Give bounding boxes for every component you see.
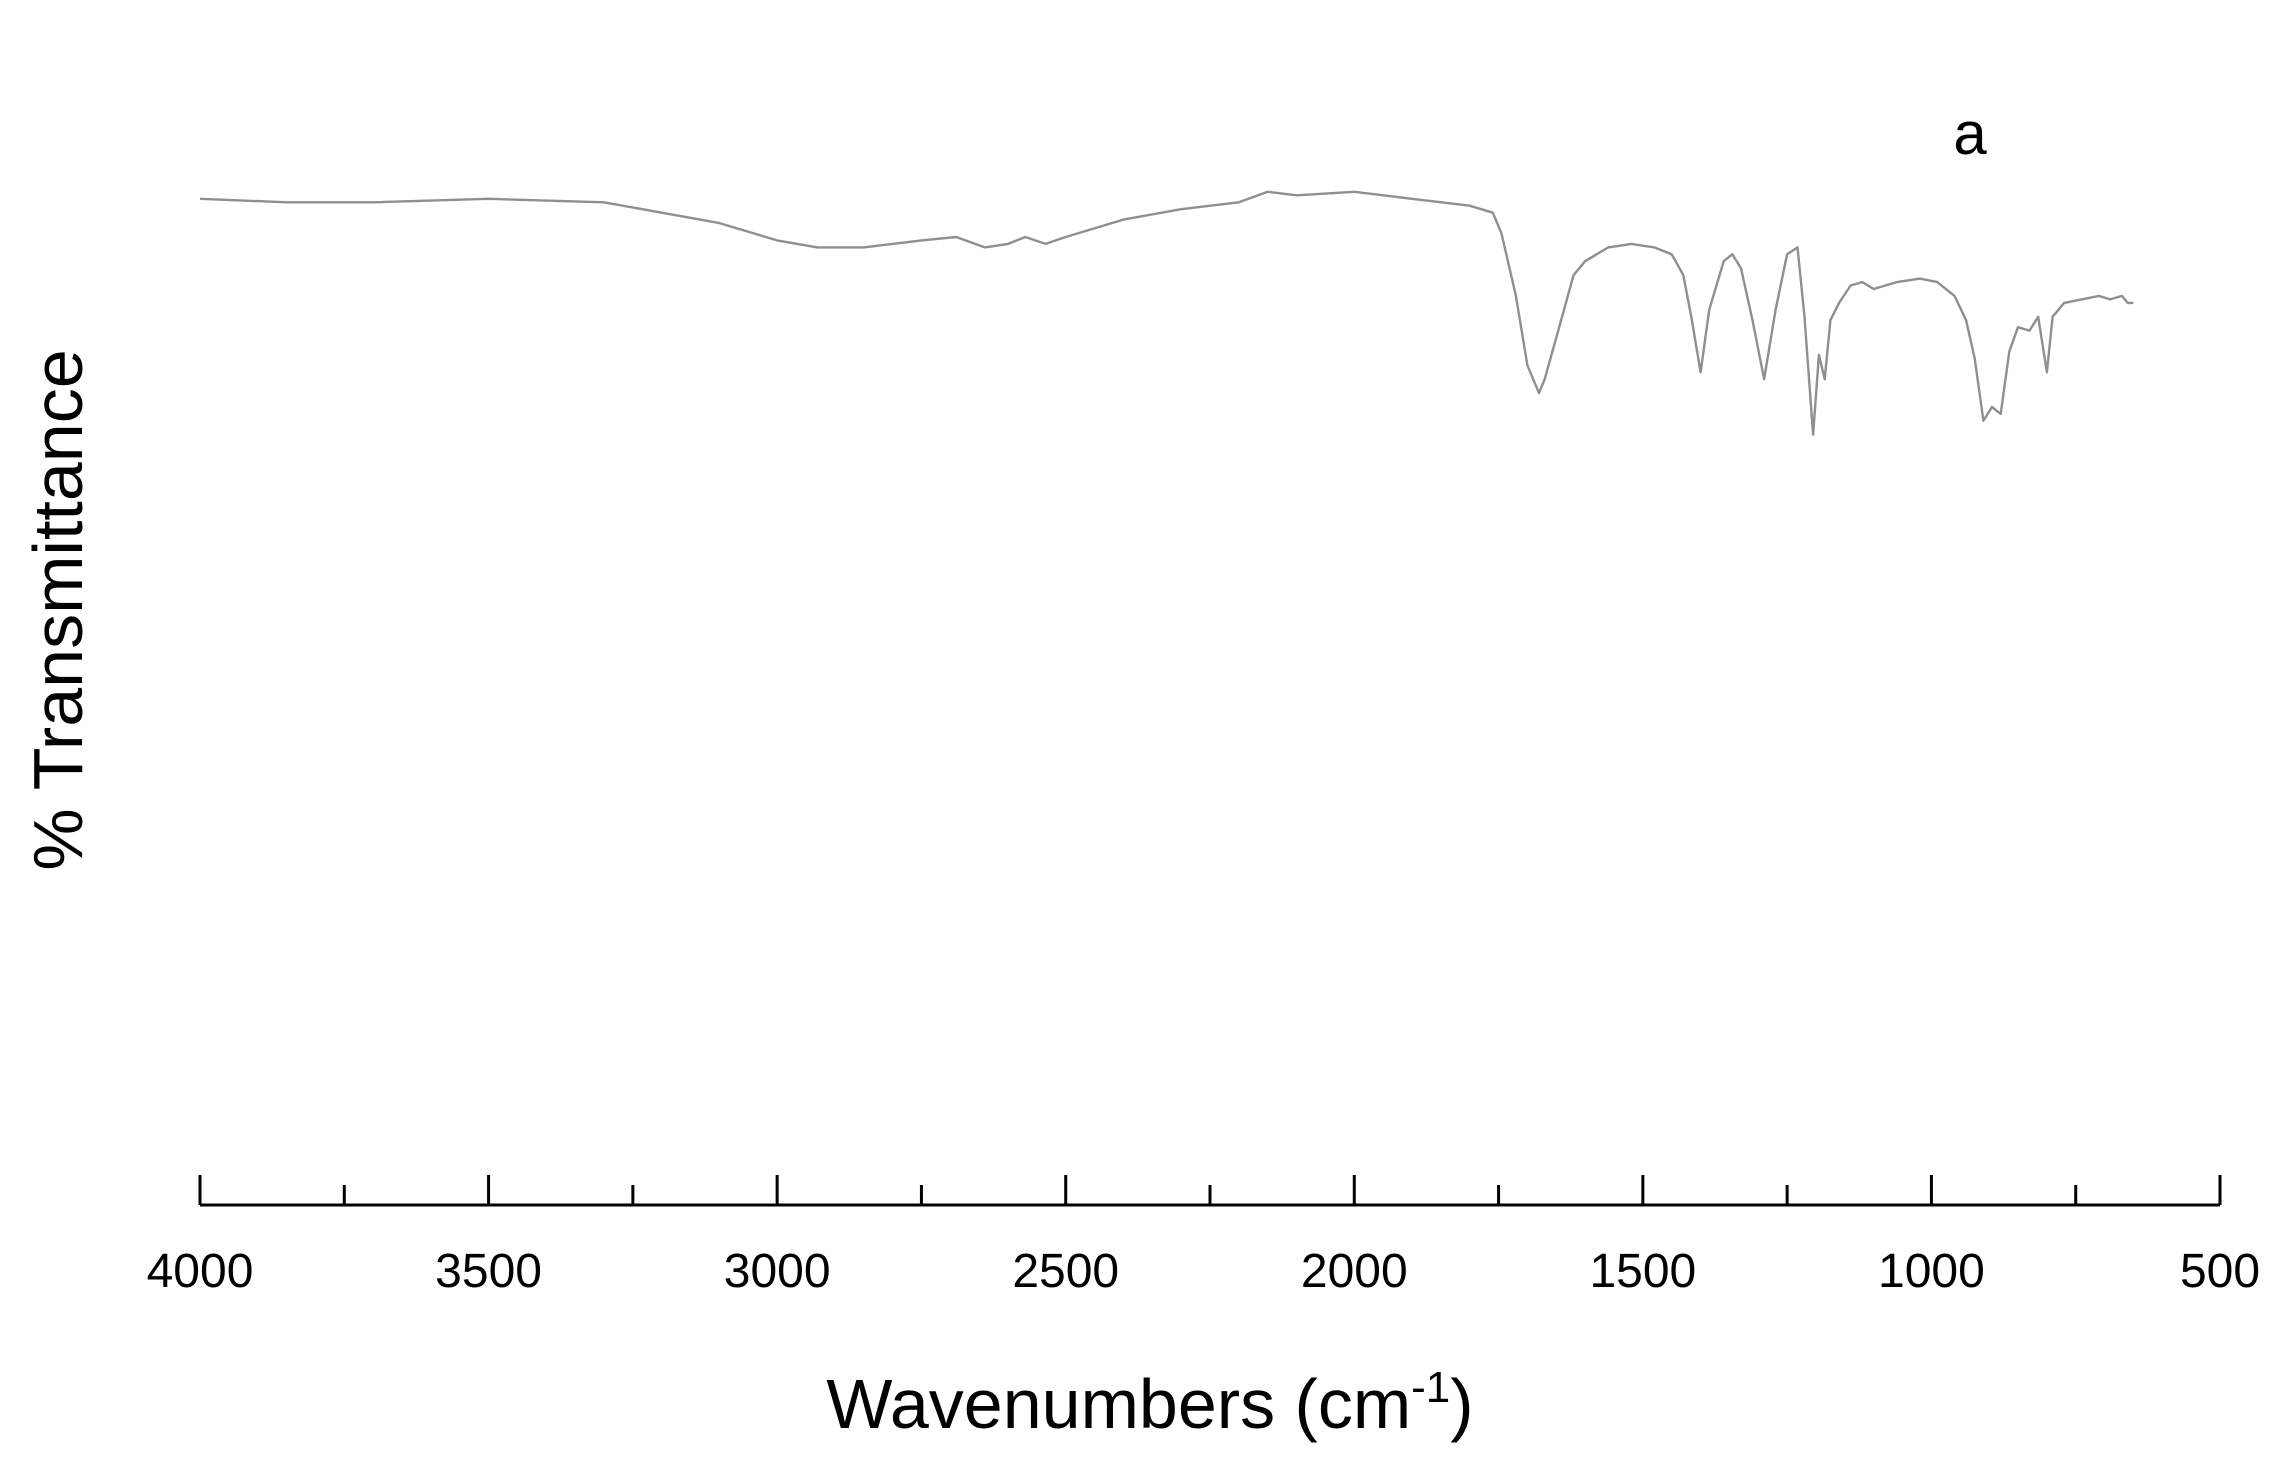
- spectrum-line-a: [199, 190, 2134, 436]
- x-tick-label: 2000: [1301, 1245, 1408, 1298]
- x-tick-label: 3500: [435, 1245, 542, 1298]
- x-tick-label: 1500: [1589, 1245, 1696, 1298]
- x-tick-label: 500: [2180, 1245, 2260, 1298]
- x-tick-label: 1000: [1878, 1245, 1985, 1298]
- x-tick-label: 3000: [724, 1245, 831, 1298]
- x-tick-label: 2500: [1012, 1245, 1119, 1298]
- x-axis-ticks: [198, 1175, 2222, 1205]
- spectra-group: [199, 190, 2134, 436]
- series-label-a: a: [1953, 100, 1987, 167]
- x-tick-label: 4000: [147, 1245, 254, 1298]
- x-axis-tick-labels: 4000 3500 3000 2500 2000 1500 1000 500: [147, 1245, 2260, 1298]
- x-axis-title: Wavenumbers (cm-1): [826, 1363, 1473, 1443]
- y-axis-title: % Transmittance: [19, 349, 97, 870]
- series-labels: abc: [1953, 100, 1987, 167]
